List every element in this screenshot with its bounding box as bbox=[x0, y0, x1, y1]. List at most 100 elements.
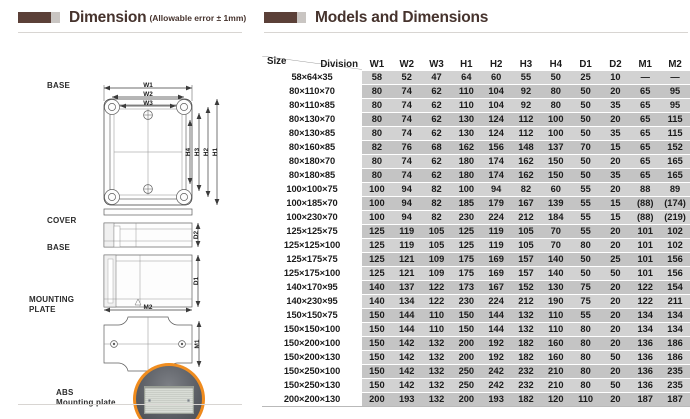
cell-m2: 95 bbox=[660, 84, 690, 99]
label-base-side: BASE bbox=[47, 243, 71, 252]
cell-w1: 80 bbox=[362, 84, 392, 99]
cell-m2: 134 bbox=[660, 322, 690, 337]
cell-h3: 132 bbox=[511, 308, 541, 323]
corner-size-label: Size bbox=[267, 55, 287, 67]
cell-h2: 224 bbox=[481, 210, 512, 225]
cell-w2: 142 bbox=[391, 336, 422, 351]
table-row: 140×230×95 140 134 122 230 224 212 190 75 20 122 21… bbox=[262, 294, 690, 309]
cell-m1: 88 bbox=[630, 182, 661, 197]
cell-w2: 74 bbox=[391, 84, 422, 99]
cell-m1: 122 bbox=[630, 280, 661, 295]
cell-m2: (174) bbox=[660, 196, 690, 211]
cell-size: 125×125×75 bbox=[262, 224, 362, 239]
cell-w2: 121 bbox=[391, 252, 422, 267]
dim-mark-h3: H3 bbox=[194, 147, 201, 156]
cell-m1: 134 bbox=[630, 308, 661, 323]
cell-h4: 100 bbox=[540, 126, 571, 141]
cell-d2: 20 bbox=[600, 224, 631, 239]
table-row: 58×64×35 58 52 47 64 60 55 50 25 10— — bbox=[262, 70, 690, 85]
cell-w1: 100 bbox=[362, 182, 392, 197]
photo-inner bbox=[136, 366, 202, 419]
cell-w1: 140 bbox=[362, 280, 392, 295]
cell-h4: 184 bbox=[540, 210, 571, 225]
cell-w1: 82 bbox=[362, 140, 392, 155]
cell-h3: 105 bbox=[511, 224, 541, 239]
cell-m1: 65 bbox=[630, 84, 661, 99]
cell-d2: 20 bbox=[600, 336, 631, 351]
cell-d1: 75 bbox=[570, 280, 601, 295]
cell-h1: 180 bbox=[451, 168, 482, 183]
dimension-drawings: BASE COVER BASE MOUNTING PLATE ABS Mount… bbox=[0, 33, 258, 419]
cell-w2: 74 bbox=[391, 98, 422, 113]
cell-d1: 80 bbox=[570, 238, 601, 253]
cell-d2: 20 bbox=[600, 322, 631, 337]
cell-w3: 110 bbox=[421, 308, 452, 323]
cell-h2: 192 bbox=[481, 336, 512, 351]
cell-w2: 142 bbox=[391, 364, 422, 379]
cell-d2: 25 bbox=[600, 252, 631, 267]
table-row: 125×125×100 125 119 105 125 119 105 70 80 20 101 10… bbox=[262, 238, 690, 253]
cell-w3: 62 bbox=[421, 98, 452, 113]
cell-h4: 190 bbox=[540, 294, 571, 309]
cell-size: 140×230×95 bbox=[262, 294, 362, 309]
cell-size: 58×64×35 bbox=[262, 70, 362, 85]
photo-plate-hole-right bbox=[187, 399, 190, 402]
cell-h3: 182 bbox=[511, 392, 541, 407]
cell-m2: 154 bbox=[660, 280, 690, 295]
cell-m2: 115 bbox=[660, 126, 690, 141]
cell-m1: 65 bbox=[630, 126, 661, 141]
cell-d2: 20 bbox=[600, 392, 631, 407]
cell-w1: 150 bbox=[362, 378, 392, 393]
cell-size: 150×200×130 bbox=[262, 350, 362, 365]
cell-m2: 186 bbox=[660, 350, 690, 365]
cell-h3: 92 bbox=[511, 84, 541, 99]
cell-d2: 20 bbox=[600, 294, 631, 309]
cell-h1: 175 bbox=[451, 252, 482, 267]
dim-mark-d2: D2 bbox=[193, 230, 200, 239]
cell-w2: 74 bbox=[391, 168, 422, 183]
cell-d1: 50 bbox=[570, 112, 601, 127]
cell-h4: 210 bbox=[540, 364, 571, 379]
cell-size: 150×250×100 bbox=[262, 364, 362, 379]
table-row: 80×110×70 80 74 62 110 104 92 80 50 20 65 95 bbox=[262, 84, 690, 99]
cell-size: 80×180×70 bbox=[262, 154, 362, 169]
col-header-d2: D2 bbox=[600, 56, 631, 71]
cell-d2: 20 bbox=[600, 280, 631, 295]
technical-drawing-svg: W1 W2 W3 H4 H3 H2 H1 D2 D1 M2 M1 bbox=[103, 82, 220, 372]
cell-h2: 124 bbox=[481, 112, 512, 127]
cell-h1: 150 bbox=[451, 308, 482, 323]
cell-d1: 55 bbox=[570, 308, 601, 323]
col-header-h3: H3 bbox=[511, 56, 541, 71]
cell-h1: 250 bbox=[451, 364, 482, 379]
cell-m2: 165 bbox=[660, 168, 690, 183]
table-row: 100×100×75 100 94 82 100 94 82 60 55 20 88 89 bbox=[262, 182, 690, 197]
cell-w1: 200 bbox=[362, 392, 392, 407]
cell-h1: 125 bbox=[451, 224, 482, 239]
cell-d1: 55 bbox=[570, 210, 601, 225]
cell-h1: 110 bbox=[451, 84, 482, 99]
spec-table-wrapper: Division Size W1 W2 W3 H1 H2 H3 H4 D1 D2… bbox=[262, 56, 690, 407]
table-row: 100×185×70 100 94 82 185 179 167 139 55 15 (88) (17… bbox=[262, 196, 690, 211]
cell-d2: 20 bbox=[600, 364, 631, 379]
cell-d2: 15 bbox=[600, 196, 631, 211]
cell-d1: 25 bbox=[570, 70, 601, 85]
cell-w2: 119 bbox=[391, 238, 422, 253]
table-row: 140×170×95 140 137 122 173 167 152 130 75 20 122 15… bbox=[262, 280, 690, 295]
cell-h4: 150 bbox=[540, 168, 571, 183]
cell-h1: 130 bbox=[451, 112, 482, 127]
cell-h4: 160 bbox=[540, 350, 571, 365]
col-header-w2: W2 bbox=[391, 56, 422, 71]
cell-w3: 62 bbox=[421, 154, 452, 169]
cell-w3: 132 bbox=[421, 392, 452, 407]
table-row: 150×200×100 150 142 132 200 192 182 160 80 20 136 1… bbox=[262, 336, 690, 351]
cell-w3: 132 bbox=[421, 378, 452, 393]
cell-h2: 156 bbox=[481, 140, 512, 155]
cell-w3: 62 bbox=[421, 84, 452, 99]
cell-w3: 68 bbox=[421, 140, 452, 155]
cell-h4: 140 bbox=[540, 252, 571, 267]
cell-w3: 122 bbox=[421, 280, 452, 295]
cell-w1: 125 bbox=[362, 224, 392, 239]
cell-w2: 137 bbox=[391, 280, 422, 295]
cell-d1: 75 bbox=[570, 294, 601, 309]
cell-w3: 105 bbox=[421, 238, 452, 253]
